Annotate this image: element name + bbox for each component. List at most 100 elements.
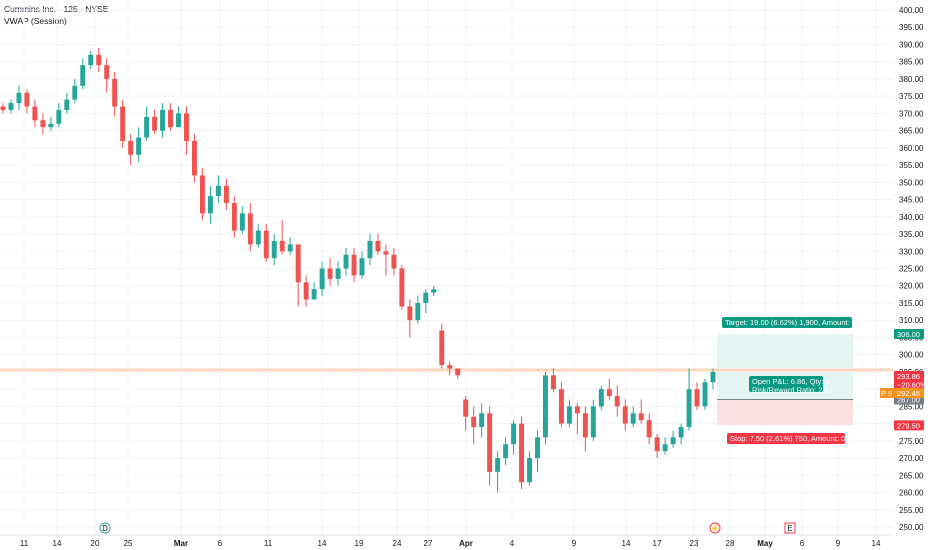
candle-body (207, 196, 213, 214)
candle-body (519, 423, 525, 483)
candle (710, 368, 716, 390)
price-tick-label: 385.00 (899, 58, 924, 67)
price-axis (893, 0, 932, 550)
price-tick-label: 400.00 (899, 6, 924, 15)
event-marker[interactable]: ⚡ (709, 522, 721, 534)
candle (519, 416, 525, 490)
candle (391, 247, 397, 276)
candle-body (343, 254, 349, 269)
marker-shape (99, 522, 111, 534)
price-tick-label: 320.00 (899, 282, 924, 291)
candle-body (527, 458, 532, 483)
candle (495, 451, 501, 493)
candle-body (383, 251, 389, 255)
candle-body (72, 85, 78, 100)
candle (327, 258, 333, 286)
time-tick-label: 14 (318, 539, 327, 548)
candle-body (495, 458, 501, 472)
time-tick-label: Mar (174, 539, 188, 548)
candle (104, 58, 110, 93)
time-tick-label: 9 (572, 539, 577, 548)
candle (303, 275, 309, 307)
time-tick-label: 6 (218, 539, 223, 548)
target-price-tag-bg (894, 328, 924, 339)
time-tick-label: 14 (872, 539, 881, 548)
prepost-label-bg (880, 388, 894, 398)
event-marker[interactable]: D (99, 522, 111, 534)
candle-body (303, 282, 309, 300)
candle-body (191, 140, 197, 176)
vwap-indicator-label[interactable]: VWAP (Session) (4, 16, 67, 26)
candle-body (606, 389, 612, 397)
candle-body (710, 371, 716, 383)
marker-shape (709, 522, 721, 534)
candle-body (96, 54, 102, 66)
price-tick-label: 370.00 (899, 109, 924, 118)
candle-body (335, 268, 341, 279)
candle-body (255, 230, 261, 245)
candle (40, 113, 46, 135)
time-tick-label: 14 (53, 539, 62, 548)
candle (231, 196, 237, 238)
event-marker[interactable]: E (784, 522, 796, 534)
candle-body (678, 427, 684, 438)
candle-body (359, 258, 365, 276)
candle-body (351, 254, 357, 276)
candle-body (295, 244, 301, 283)
price-tick-label: 265.00 (899, 471, 924, 480)
candle-body (646, 420, 652, 438)
candle (184, 106, 189, 155)
candle (614, 385, 620, 417)
candle-body (566, 406, 572, 424)
candle-body (407, 306, 413, 321)
candle (463, 396, 469, 431)
candle-body (590, 406, 596, 438)
candle (566, 399, 572, 428)
candle-body (48, 123, 54, 128)
candle (367, 234, 373, 266)
candle (590, 399, 596, 441)
candle (279, 220, 285, 255)
time-tick-label: 20 (91, 539, 100, 548)
grid-lines (0, 0, 893, 535)
candle-body (64, 99, 70, 110)
price-tick-label: 315.00 (899, 299, 924, 308)
candle (191, 134, 197, 183)
price-tick-label: 360.00 (899, 144, 924, 153)
candle (120, 99, 126, 148)
target-price-tag-text: 306.00 (897, 330, 920, 339)
candle-body (375, 240, 381, 252)
candle-body (511, 423, 517, 445)
candle (255, 223, 261, 248)
candle-body (40, 120, 46, 128)
candle (199, 168, 205, 221)
candle-body (582, 413, 588, 438)
candle (80, 58, 86, 90)
price-tick-label: 275.00 (899, 437, 924, 446)
time-tick-label: 14 (622, 539, 631, 548)
candle-body (662, 444, 668, 452)
candle-body (152, 116, 158, 131)
candle (343, 247, 349, 276)
time-tick-label: Apr (459, 539, 473, 548)
candle (638, 399, 644, 424)
candle (670, 430, 676, 448)
candle-body (263, 230, 269, 259)
candle-body (503, 444, 509, 459)
price-tick-label: 350.00 (899, 178, 924, 187)
candle-body (80, 65, 86, 86)
candle (375, 234, 381, 255)
price-tick-label: 340.00 (899, 213, 924, 222)
candle (311, 282, 317, 300)
marker-label: D (102, 524, 108, 533)
price-tick-label: 260.00 (899, 489, 924, 498)
candle (479, 402, 485, 438)
candle-body (399, 268, 405, 307)
time-tick-label: May (757, 539, 773, 548)
candle (48, 116, 54, 131)
candle (56, 103, 62, 128)
candle-body (423, 292, 429, 303)
symbol-title[interactable]: Cummins Inc. · 125 · NYSE (4, 4, 109, 14)
last-price-tag: 293.86−20.60% (894, 370, 927, 389)
